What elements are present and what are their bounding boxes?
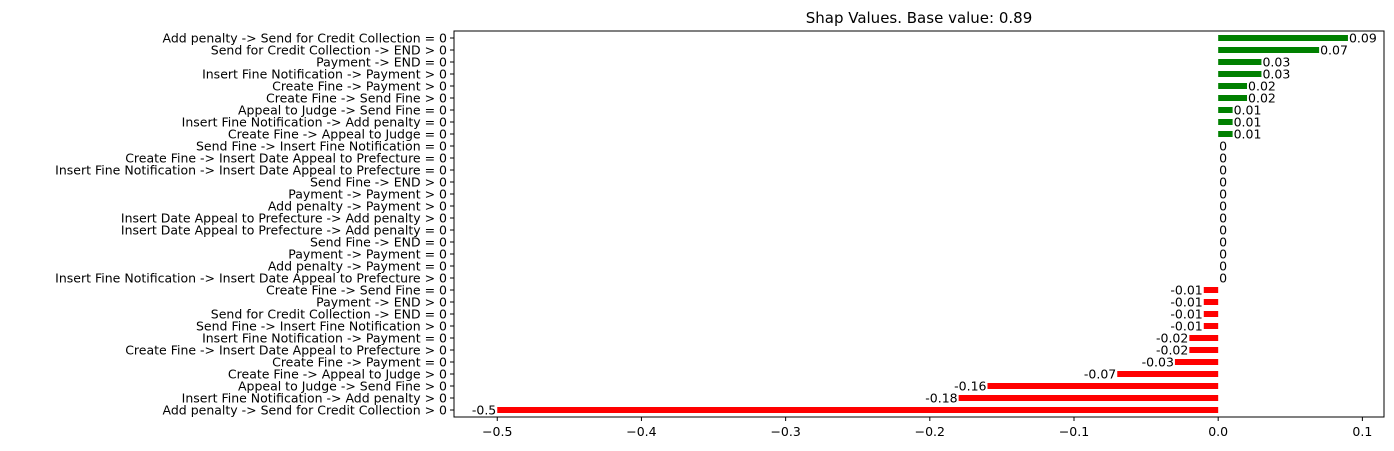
y-tick-label: Insert Date Appeal to Prefecture -> Add …: [121, 223, 447, 238]
bar: [1218, 83, 1248, 89]
y-tick-label: Appeal to Judge -> Send Fine > 0: [238, 379, 447, 394]
bar: [1174, 359, 1219, 365]
y-tick-label: Create Fine -> Payment = 0: [272, 355, 447, 370]
data-label: 0: [1219, 139, 1227, 154]
data-label: 0.01: [1234, 103, 1262, 118]
data-label: -0.16: [954, 379, 986, 394]
bar: [958, 395, 1219, 401]
data-label: 0: [1219, 235, 1227, 250]
data-label: 0: [1219, 175, 1227, 190]
y-tick-label: Send for Credit Collection -> END = 0: [211, 307, 447, 322]
y-tick-label: Send for Credit Collection -> END > 0: [211, 43, 447, 58]
bar: [1189, 335, 1219, 341]
data-label: 0.01: [1234, 115, 1262, 130]
data-label: 0.02: [1248, 91, 1276, 106]
value-labels-layer: 0.090.070.030.030.020.020.010.010.010000…: [472, 31, 1377, 418]
bar: [1203, 287, 1219, 293]
data-label: -0.01: [1170, 319, 1202, 334]
bar: [1117, 371, 1219, 377]
data-label: 0.03: [1262, 67, 1290, 82]
bar: [987, 383, 1219, 389]
data-label: 0.02: [1248, 79, 1276, 94]
y-tick-label: Add penalty -> Send for Credit Collectio…: [163, 31, 448, 46]
data-label: 0: [1219, 151, 1227, 166]
data-label: 0: [1219, 211, 1227, 226]
y-tick-label: Insert Fine Notification -> Add penalty …: [182, 391, 447, 406]
bars-layer: [497, 35, 1348, 413]
data-label: -0.18: [925, 391, 957, 406]
chart-title: Shap Values. Base value: 0.89: [806, 9, 1033, 27]
data-label: -0.02: [1156, 331, 1188, 346]
y-tick-label: Payment -> Payment > 0: [288, 187, 447, 202]
x-tick-label: −0.1: [1059, 424, 1089, 439]
data-label: -0.01: [1170, 283, 1202, 298]
y-tick-label: Create Fine -> Send Fine = 0: [266, 283, 447, 298]
bar: [1218, 119, 1233, 125]
y-tick-label: Insert Date Appeal to Prefecture -> Add …: [121, 211, 447, 226]
y-tick-label: Create Fine -> Insert Date Appeal to Pre…: [125, 343, 447, 358]
data-label: 0: [1219, 271, 1227, 286]
plot-frame: [453, 30, 1385, 418]
data-label: -0.03: [1142, 355, 1174, 370]
data-label: 0: [1219, 187, 1227, 202]
y-tick-label: Create Fine -> Insert Date Appeal to Pre…: [125, 151, 447, 166]
y-axis: Add penalty -> Send for Credit Collectio…: [55, 31, 454, 418]
data-label: -0.5: [472, 403, 496, 418]
data-label: 0: [1219, 199, 1227, 214]
data-label: 0.09: [1349, 31, 1377, 46]
bar: [1218, 47, 1320, 53]
x-tick-label: 0.1: [1352, 424, 1372, 439]
x-axis: −0.5 −0.4 −0.3 −0.2 −0.1 0.0 0.1: [482, 417, 1372, 439]
y-tick-label: Insert Fine Notification -> Add penalty …: [182, 115, 447, 130]
bar: [1218, 71, 1262, 77]
y-tick-label: Payment -> END > 0: [316, 295, 447, 310]
data-label: 0: [1219, 223, 1227, 238]
y-tick-label: Insert Fine Notification -> Payment > 0: [202, 67, 447, 82]
y-tick-label: Send Fine -> Insert Fine Notification > …: [196, 319, 447, 334]
y-tick-label: Send Fine -> Insert Fine Notification = …: [196, 139, 447, 154]
bar: [1218, 59, 1262, 65]
data-label: -0.02: [1156, 343, 1188, 358]
x-tick-label: −0.2: [915, 424, 945, 439]
data-label: 0: [1219, 247, 1227, 262]
bar: [1203, 299, 1219, 305]
y-tick-label: Add penalty -> Payment > 0: [268, 199, 447, 214]
y-tick-label: Send Fine -> END > 0: [310, 175, 447, 190]
bar: [1218, 95, 1248, 101]
x-tick-label: −0.5: [482, 424, 512, 439]
data-label: -0.07: [1084, 367, 1116, 382]
data-label: 0: [1219, 259, 1227, 274]
y-tick-label: Payment -> END = 0: [316, 55, 447, 70]
bar: [1218, 35, 1348, 41]
y-tick-label: Send Fine -> END = 0: [310, 235, 447, 250]
data-label: 0: [1219, 163, 1227, 178]
y-tick-label: Create Fine -> Appeal to Judge > 0: [228, 367, 447, 382]
y-tick-label: Add penalty -> Payment = 0: [268, 259, 447, 274]
data-label: 0.07: [1320, 43, 1348, 58]
y-tick-label: Create Fine -> Payment > 0: [272, 79, 447, 94]
bar: [1203, 323, 1219, 329]
x-tick-label: 0.0: [1208, 424, 1228, 439]
bar: [1218, 131, 1233, 137]
y-tick-label: Add penalty -> Send for Credit Collectio…: [163, 403, 448, 418]
data-label: -0.01: [1170, 307, 1202, 322]
bar: [1189, 347, 1219, 353]
y-tick-label: Insert Fine Notification -> Payment = 0: [202, 331, 447, 346]
y-tick-label: Insert Fine Notification -> Insert Date …: [55, 271, 447, 286]
x-tick-label: −0.3: [770, 424, 800, 439]
bar: [497, 407, 1219, 413]
y-tick-label: Create Fine -> Send Fine > 0: [266, 91, 447, 106]
y-tick-label: Appeal to Judge -> Send Fine = 0: [238, 103, 447, 118]
x-tick-label: −0.4: [626, 424, 656, 439]
y-tick-label: Payment -> Payment = 0: [288, 247, 447, 262]
bar: [1218, 107, 1233, 113]
data-label: 0.01: [1234, 127, 1262, 142]
data-label: 0.03: [1262, 55, 1290, 70]
y-tick-label: Create Fine -> Appeal to Judge = 0: [228, 127, 447, 142]
bar: [1203, 311, 1219, 317]
y-tick-label: Insert Fine Notification -> Insert Date …: [55, 163, 447, 178]
data-label: -0.01: [1170, 295, 1202, 310]
